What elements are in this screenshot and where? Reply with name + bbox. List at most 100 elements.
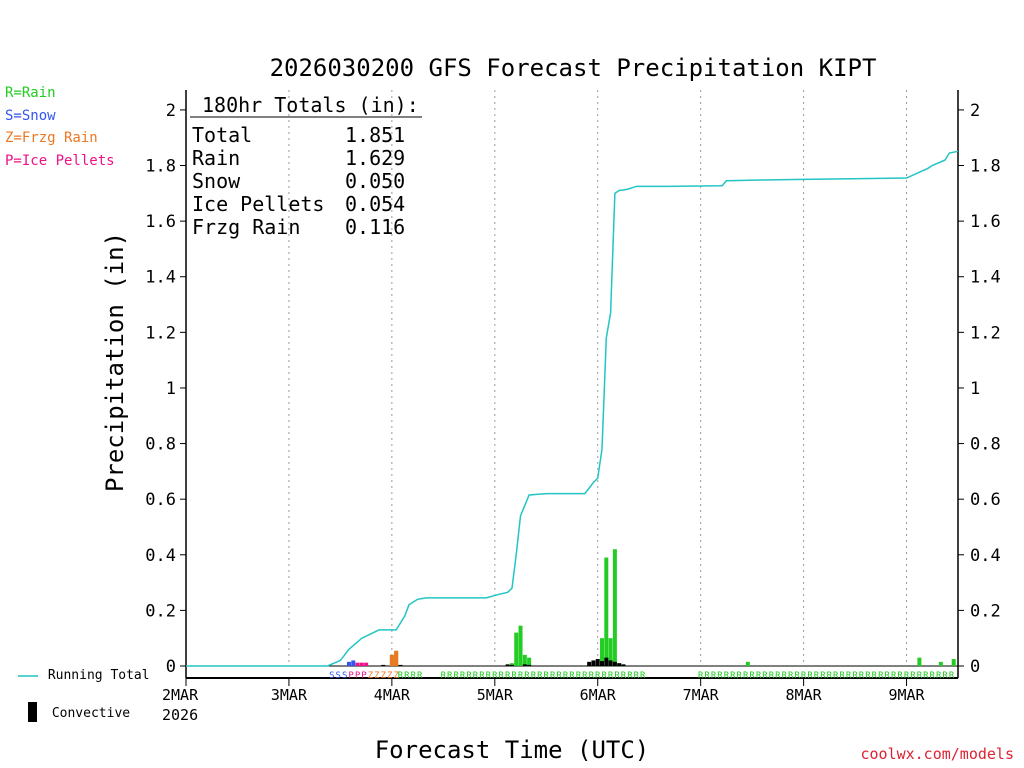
precip-type-legend: R=Rain S=Snow Z=Frzg Rain P=Ice Pellets bbox=[5, 82, 115, 172]
x-tick-label: 9MAR bbox=[888, 686, 925, 704]
totals-row-label: Total bbox=[192, 123, 252, 147]
y-tick-label-right: 0.4 bbox=[970, 546, 1001, 566]
type-letter: Z bbox=[387, 671, 393, 681]
bar-convective bbox=[398, 664, 403, 666]
y-tick-label-left: 1.4 bbox=[145, 268, 176, 288]
bar-convective bbox=[604, 657, 609, 666]
type-letter: R bbox=[544, 671, 550, 681]
type-letter: R bbox=[589, 671, 595, 681]
type-letter: R bbox=[563, 671, 569, 681]
type-letter: R bbox=[576, 671, 582, 681]
totals-row-label: Ice Pellets bbox=[192, 192, 324, 216]
type-letter: R bbox=[891, 671, 897, 681]
type-letter: R bbox=[814, 671, 820, 681]
bar-rain bbox=[522, 654, 527, 666]
type-letter: R bbox=[601, 671, 607, 681]
totals-row-value: 1.629 bbox=[345, 146, 405, 170]
type-letter: Z bbox=[381, 671, 387, 681]
running-total-label: Running Total bbox=[47, 668, 150, 683]
running-total-line bbox=[186, 150, 959, 667]
y-tick-label-right: 1.2 bbox=[970, 323, 1001, 343]
type-letter: R bbox=[865, 671, 871, 681]
totals-row-value: 1.851 bbox=[345, 123, 405, 147]
bar-rain bbox=[527, 657, 532, 666]
type-letter: R bbox=[930, 671, 936, 681]
type-letter: R bbox=[801, 671, 807, 681]
type-letter: R bbox=[466, 671, 472, 681]
type-letter: R bbox=[775, 671, 781, 681]
type-letter: R bbox=[492, 671, 498, 681]
type-letter: R bbox=[878, 671, 884, 681]
type-letter: S bbox=[336, 671, 341, 681]
type-letter: R bbox=[417, 671, 423, 681]
type-letter: R bbox=[582, 671, 588, 681]
type-letter: R bbox=[524, 671, 530, 681]
totals-row-value: 0.116 bbox=[345, 215, 405, 239]
credit-text[interactable]: coolwx.com/models bbox=[860, 745, 1014, 763]
bar-frzg-rain bbox=[389, 654, 394, 666]
type-letter: P bbox=[348, 671, 354, 681]
bar-rain bbox=[514, 632, 519, 666]
type-letter: R bbox=[749, 671, 755, 681]
y-tick-label-left: 0.4 bbox=[145, 546, 176, 566]
type-letter: R bbox=[460, 671, 466, 681]
type-letter: R bbox=[794, 671, 800, 681]
type-letter: R bbox=[949, 671, 955, 681]
y-tick-label-right: 1 bbox=[970, 379, 980, 399]
y-tick-label-right: 1.4 bbox=[970, 268, 1001, 288]
type-letter: R bbox=[859, 671, 865, 681]
y-tick-label-left: 0.2 bbox=[145, 601, 176, 621]
type-letter: R bbox=[846, 671, 852, 681]
bar-convective bbox=[509, 664, 514, 666]
bar-convective bbox=[595, 659, 600, 666]
type-letter: R bbox=[833, 671, 839, 681]
type-letter: R bbox=[936, 671, 942, 681]
x-tick-label: 7MAR bbox=[683, 686, 720, 704]
type-letter: R bbox=[486, 671, 492, 681]
convective-swatch bbox=[28, 702, 37, 722]
bar-rain bbox=[951, 659, 956, 666]
bar-convective bbox=[617, 663, 622, 666]
type-letter: R bbox=[511, 671, 517, 681]
legend-item-r: R=Rain bbox=[5, 85, 56, 101]
type-letter: P bbox=[355, 671, 361, 681]
type-letter: P bbox=[361, 671, 367, 681]
totals-row-label: Frzg Rain bbox=[192, 215, 300, 239]
type-letter: R bbox=[627, 671, 633, 681]
x-tick-label: 4MAR bbox=[374, 686, 411, 704]
x-tick-label: 2MAR bbox=[162, 686, 199, 704]
bar-rain bbox=[608, 638, 613, 666]
x-axis-label: Forecast Time (UTC) bbox=[375, 736, 650, 764]
totals-row-label: Rain bbox=[192, 146, 240, 170]
y-tick-label-left: 0.8 bbox=[145, 435, 176, 455]
type-letter: R bbox=[724, 671, 730, 681]
type-letter: R bbox=[473, 671, 479, 681]
type-letter: R bbox=[505, 671, 511, 681]
type-letter: R bbox=[621, 671, 627, 681]
type-letter: R bbox=[923, 671, 929, 681]
bar-convective bbox=[527, 664, 532, 666]
bar-rain bbox=[518, 625, 523, 666]
type-letter: R bbox=[807, 671, 813, 681]
type-letter: R bbox=[398, 671, 404, 681]
y-tick-label-left: 0.6 bbox=[145, 490, 176, 510]
bar-rain bbox=[612, 549, 617, 666]
bar-ice-pellets bbox=[359, 662, 364, 666]
type-letter: R bbox=[537, 671, 543, 681]
credit-link[interactable]: coolwx.com/models bbox=[860, 745, 1014, 763]
type-letter: S bbox=[342, 671, 347, 681]
chart-title: 2026030200 GFS Forecast Precipitation KI… bbox=[270, 54, 877, 82]
type-letter: R bbox=[756, 671, 762, 681]
bar-convective bbox=[600, 660, 605, 666]
type-letter: R bbox=[711, 671, 717, 681]
legend-item-p: P=Ice Pellets bbox=[5, 152, 115, 169]
y-tick-label-right: 0.2 bbox=[970, 601, 1001, 621]
bar-rain bbox=[917, 657, 922, 666]
totals-row-value: 0.050 bbox=[345, 169, 405, 193]
type-letter: R bbox=[769, 671, 775, 681]
type-letter: R bbox=[737, 671, 743, 681]
type-letter: R bbox=[782, 671, 788, 681]
bar-convective bbox=[591, 660, 596, 666]
type-letter: R bbox=[852, 671, 858, 681]
type-letter: R bbox=[762, 671, 768, 681]
